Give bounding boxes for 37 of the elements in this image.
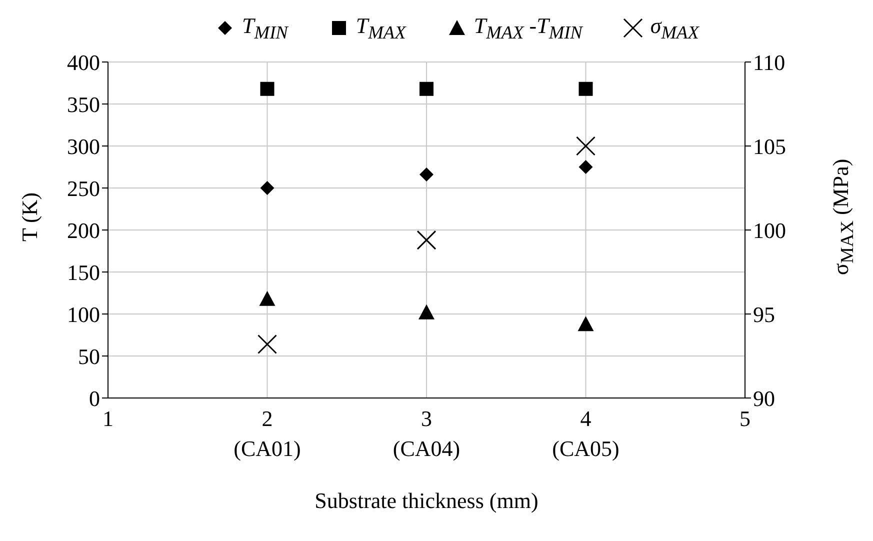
x-tick-label: 1	[102, 406, 114, 431]
point	[576, 136, 596, 156]
point	[258, 334, 277, 354]
y2-tick-label: 105	[753, 134, 786, 159]
point	[260, 181, 274, 195]
y-tick-label: 0	[89, 386, 100, 411]
y-tick-label: 250	[67, 176, 100, 201]
y-tick-label: 50	[78, 344, 100, 369]
y-tick-label: 400	[67, 50, 100, 75]
y-tick-label: 100	[67, 302, 100, 327]
legend-label: T$_{MAX}$ -T$_{MIN}$	[474, 12, 582, 44]
legend-label: T$_{MIN}$	[242, 12, 288, 44]
point	[418, 304, 434, 320]
point	[416, 230, 436, 250]
y-tick-label: 200	[67, 218, 100, 243]
point	[260, 82, 274, 96]
legend-label: T$_{MAX}$	[356, 12, 406, 44]
y2-tick-label: 95	[753, 302, 775, 327]
point	[578, 82, 593, 96]
x-tick-label: 5	[740, 406, 750, 431]
y-tick-label: 350	[67, 92, 100, 117]
x-tick-label: 3 (CA04)	[392, 406, 460, 461]
y-axis-title: T (K)	[17, 192, 43, 242]
x-tick-label: 2 (CA01)	[234, 406, 301, 461]
point	[420, 168, 434, 182]
y-tick-label: 300	[67, 134, 100, 159]
y2-tick-label: 90	[753, 386, 775, 411]
x-tick-label: 4 (CA05)	[552, 406, 620, 461]
point	[259, 290, 276, 306]
point	[578, 160, 593, 174]
y2-tick-label: 110	[753, 50, 786, 75]
y-tick-label: 150	[67, 260, 100, 285]
x-axis-title: Substrate thickness (mm)	[314, 488, 538, 513]
y2-tick-label: 100	[753, 218, 786, 243]
legend-label: σ$_{MAX}$	[650, 12, 699, 44]
point	[420, 82, 434, 96]
point	[578, 316, 594, 332]
